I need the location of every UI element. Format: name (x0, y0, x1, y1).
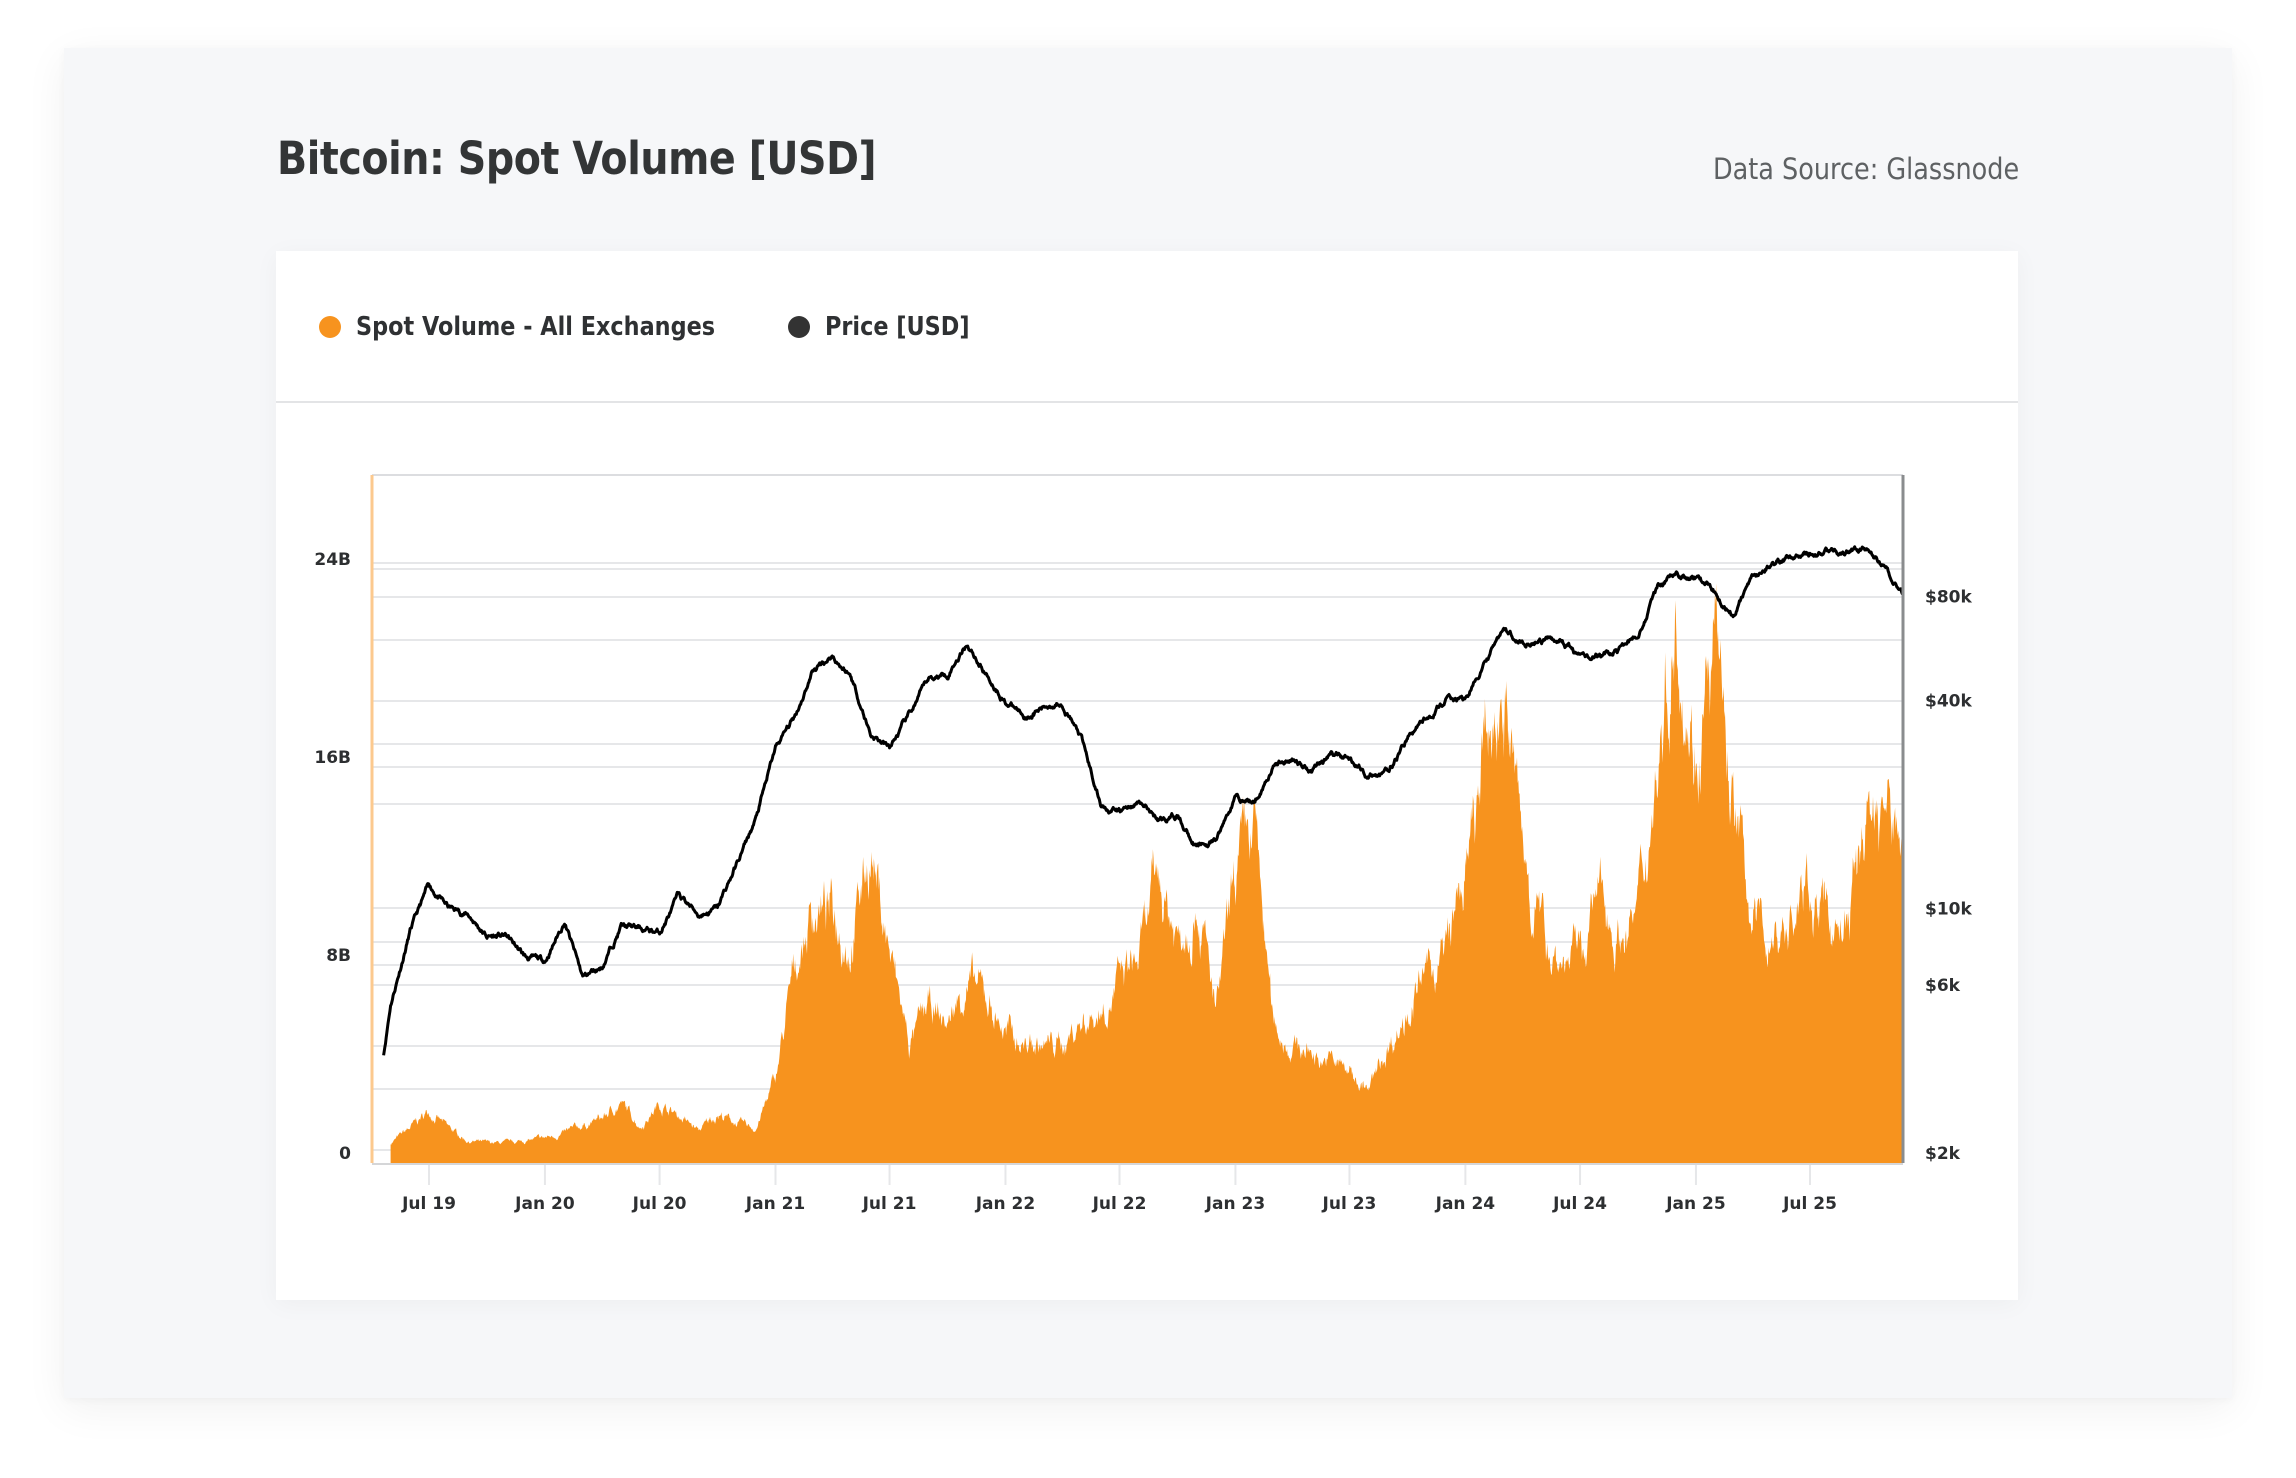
left-axis-tick-label: 24B (314, 550, 351, 570)
right-axis-tick-label: $40k (1925, 692, 1972, 712)
x-axis-tick-label: Jul 21 (862, 1194, 917, 1214)
x-axis-tick-label: Jul 25 (1782, 1194, 1837, 1214)
legend-label: Price [USD] (825, 312, 970, 342)
x-axis-tick-label: Jul 19 (401, 1194, 456, 1214)
x-axis-tick-label: Jan 23 (1205, 1194, 1265, 1214)
legend-dot-orange-icon (319, 316, 341, 338)
x-axis-tick-label: Jan 22 (975, 1194, 1035, 1214)
x-axis-tick-label: Jan 21 (745, 1194, 805, 1214)
x-axis-tick-label: Jul 20 (632, 1194, 687, 1214)
axes (370, 474, 1905, 1165)
x-axis-tick-label: Jul 24 (1552, 1194, 1607, 1214)
x-axis-labels: Jul 19 Jan 20 Jul 20 Jan 21 Jul 21 Jan 22 Jul … (401, 1165, 1837, 1214)
x-axis-tick-label: Jan 20 (514, 1194, 575, 1214)
legend-item-spot-volume[interactable]: Spot Volume - All Exchanges (319, 309, 774, 345)
right-axis-labels: $2k $6k $10k $40k $80k (1925, 588, 1972, 1164)
x-axis-tick-label: Jan 25 (1665, 1194, 1725, 1214)
right-axis-tick-label: $80k (1925, 588, 1972, 608)
left-axis-tick-label: 8B (326, 946, 351, 966)
x-axis-tick-label: Jan 24 (1435, 1194, 1496, 1214)
legend-label: Spot Volume - All Exchanges (356, 312, 716, 342)
left-axis-tick-label: 16B (314, 748, 351, 768)
legend-item-price[interactable]: Price [USD] (788, 309, 993, 345)
right-axis-tick-label: $6k (1925, 976, 1961, 996)
left-axis-tick-label: 0 (339, 1144, 351, 1164)
x-axis-tick-label: Jul 23 (1322, 1194, 1377, 1214)
page-title: Bitcoin: Spot Volume [USD] (277, 132, 877, 185)
right-axis-tick-label: $2k (1925, 1144, 1961, 1164)
price-line (382, 545, 1904, 1056)
price-line-layer (382, 545, 1904, 1056)
right-axis-tick-label: $10k (1925, 899, 1972, 919)
legend-dot-dark-icon (788, 316, 810, 338)
spot-volume-area (390, 583, 1903, 1163)
x-axis-tick-label: Jul 22 (1092, 1194, 1147, 1214)
left-axis-labels: 0 8B 16B 24B (314, 550, 351, 1164)
legend: Spot Volume - All Exchanges Price [USD] (276, 251, 2018, 403)
volume-area-layer (390, 583, 1903, 1163)
data-source: Data Source: Glassnode (1713, 152, 2020, 186)
